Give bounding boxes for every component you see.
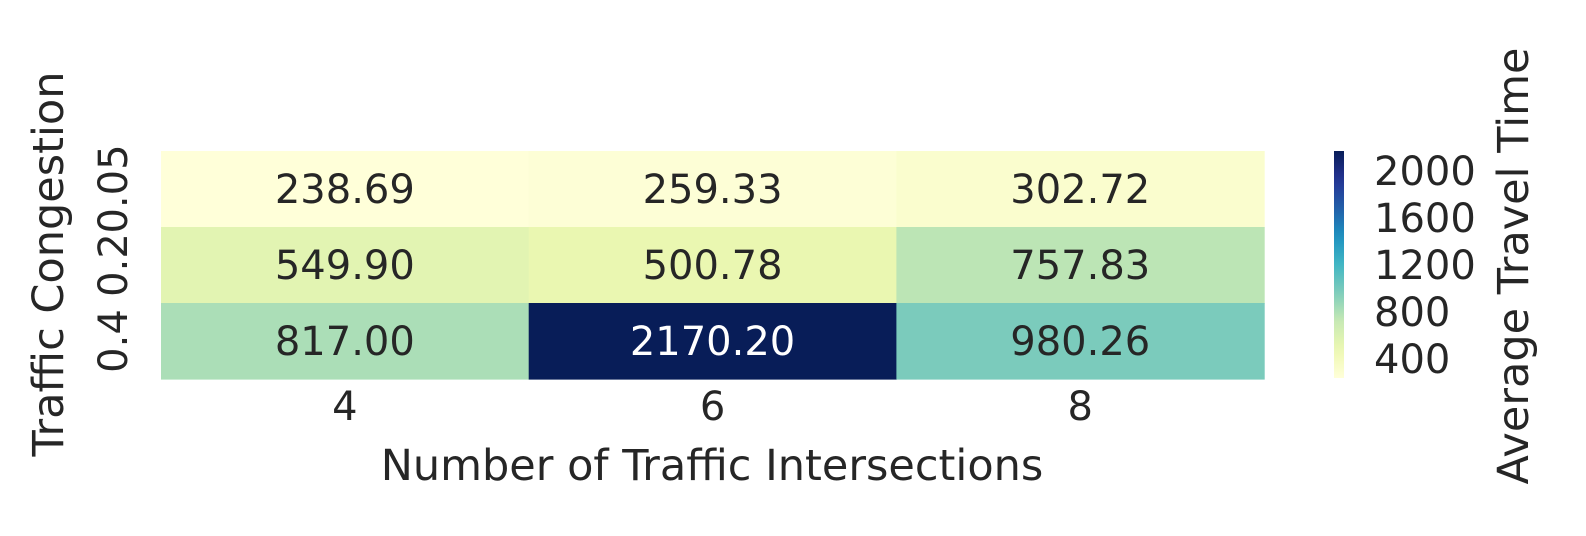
colorbar-tick-label: 2000 bbox=[1374, 149, 1476, 195]
colorbar-tick-label: 800 bbox=[1374, 290, 1450, 336]
heatmap-cell bbox=[528, 303, 897, 380]
cell-value-label: 817.00 bbox=[275, 319, 415, 365]
heatmap-cell bbox=[161, 303, 530, 380]
y-tick-label: 0.05 bbox=[91, 144, 137, 233]
heatmap-cell bbox=[161, 151, 530, 228]
y-tick-label: 0.4 bbox=[91, 309, 137, 373]
colorbar-label: Average Travel Time bbox=[1489, 48, 1539, 485]
heatmap-cell bbox=[896, 227, 1265, 304]
colorbar-tick-label: 1200 bbox=[1374, 243, 1476, 289]
heatmap-cell bbox=[528, 227, 897, 304]
heatmap-cell bbox=[528, 151, 897, 228]
y-tick-label: 0.2 bbox=[91, 233, 137, 297]
cell-value-label: 549.90 bbox=[275, 243, 415, 289]
x-axis-label: Number of Traffic Intersections bbox=[381, 441, 1044, 491]
cell-value-label: 2170.20 bbox=[630, 319, 795, 365]
heatmap-cell bbox=[896, 151, 1265, 228]
heatmap-cell bbox=[161, 227, 530, 304]
y-tick-labels: 0.050.2 0.4 bbox=[91, 144, 137, 372]
x-tick-label: 4 bbox=[332, 384, 357, 430]
cell-value-label: 238.69 bbox=[275, 167, 415, 213]
colorbar-gradient bbox=[1334, 151, 1344, 378]
x-tick-label: 8 bbox=[1068, 384, 1093, 430]
cell-value-label: 980.26 bbox=[1010, 319, 1150, 365]
colorbar-tick-label: 400 bbox=[1374, 337, 1450, 383]
heatmap-cells: 238.69 259.33 302.72 549.90 500.78 757.83 817.… bbox=[161, 151, 1265, 380]
colorbar-tick-label: 1600 bbox=[1374, 196, 1476, 242]
cell-value-label: 500.78 bbox=[643, 243, 783, 289]
y-axis-label: Traffic Congestion bbox=[24, 72, 74, 458]
cell-value-label: 757.83 bbox=[1010, 243, 1150, 289]
x-tick-labels: 4 6 8 bbox=[332, 384, 1093, 430]
x-tick-label: 6 bbox=[700, 384, 725, 430]
heatmap-cell bbox=[896, 303, 1265, 380]
cell-value-label: 302.72 bbox=[1010, 167, 1150, 213]
cell-value-label: 259.33 bbox=[643, 167, 783, 213]
